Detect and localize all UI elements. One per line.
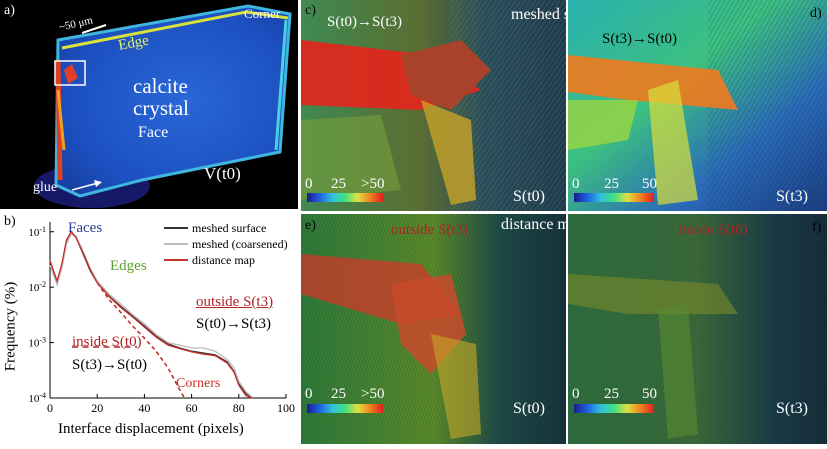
panel-f-colorbar: [574, 404, 654, 413]
legend: meshed surface meshed (coarsened) distan…: [164, 220, 288, 268]
panel-f-tick-0: 0: [572, 386, 580, 402]
panel-b-histogram: 0 20 40 60 80 100 10-1 10-2 10-3 10-4 b) Faces Ed…: [0, 212, 298, 444]
corner-label: Corner: [244, 6, 281, 21]
legend-item-distance: distance map: [164, 252, 288, 268]
legend-label-coarsened: meshed (coarsened): [192, 236, 288, 251]
y-tick-label: 10-4: [28, 391, 46, 405]
panel-f-letter: f): [812, 220, 822, 235]
zoom-box: [54, 60, 86, 86]
panel-d-meshed-t3: d) S(t3)→S(t0) 0 25 50 S(t3): [568, 0, 827, 211]
y-tick-label: 10-1: [28, 225, 46, 239]
panel-c-surface: S(t0): [513, 188, 545, 205]
panel-d-render: [568, 0, 827, 211]
x-tick-label: 0: [47, 401, 53, 415]
crystal-label-1: calcite: [133, 74, 188, 98]
outside-dir-label: S(t0)→S(t3): [196, 316, 271, 332]
series-line-1: [49, 233, 254, 399]
crystal-edge-left: [55, 59, 63, 181]
panel-d-transition: S(t3)→S(t0): [602, 31, 677, 47]
panel-e-distance-t0: e) outside S(t3) distance map 0 25 >50 S…: [301, 214, 566, 444]
panel-c-colorbar: [307, 193, 383, 202]
panel-f-surface: S(t3): [776, 400, 808, 417]
x-tick-label: 60: [186, 401, 198, 415]
series-line-2: [49, 230, 254, 399]
panel-d-surface: S(t3): [776, 188, 808, 205]
crystal-edge-top: [61, 10, 289, 50]
x-tick-label: 20: [91, 401, 103, 415]
panel-e-letter: e): [305, 218, 316, 233]
x-tick-label: 40: [138, 401, 150, 415]
panel-c-render: [301, 0, 566, 211]
face-label: Face: [138, 124, 169, 141]
panel-e-tick-2: >50: [361, 386, 385, 402]
y-tick-label: 10-3: [28, 336, 46, 350]
panel-c-transition: S(t0)→S(t3): [327, 14, 402, 30]
panel-f-tick-1: 25: [604, 386, 619, 402]
x-tick-label: 80: [233, 401, 245, 415]
corners-label: Corners: [176, 376, 221, 391]
x-tick-label: 100: [277, 401, 295, 415]
crystal-body: [54, 4, 292, 198]
scale-bar: [81, 24, 107, 34]
edges-label: Edges: [110, 258, 147, 274]
panel-c-tick-1: 25: [331, 176, 346, 192]
panel-f-distance-t3: f) inside S(t0) 0 25 50 S(t3): [568, 214, 827, 444]
panel-c-meshed-t0: c) S(t0)→S(t3) meshed surface (coarsened…: [301, 0, 566, 211]
panel-ef-title: distance map: [501, 216, 566, 233]
outside-label: outside S(t3): [196, 294, 274, 310]
histogram-chart: 0 20 40 60 80 100 10-1 10-2 10-3 10-4: [28, 222, 295, 415]
panel-e-tick-0: 0: [305, 386, 313, 402]
crystal-label-2: crystal: [133, 96, 189, 120]
panel-c-letter: c): [305, 3, 316, 18]
panel-c-tick-2: >50: [361, 176, 385, 192]
panel-d-tick-0: 0: [572, 176, 580, 192]
volume-label: V(t0): [204, 164, 241, 183]
legend-label-meshed: meshed surface: [192, 220, 267, 235]
legend-item-meshed: meshed surface: [164, 220, 288, 236]
panel-cd-title: meshed surface (coarsened ×100): [511, 6, 566, 23]
faces-label: Faces: [68, 220, 103, 236]
panel-d-colorbar: [574, 193, 654, 202]
panel-a-letter: a): [4, 3, 15, 18]
panel-b-letter: b): [4, 214, 16, 229]
panel-e-colorbar: [307, 404, 383, 413]
glue-label: glue: [33, 180, 58, 195]
panel-d-tick-1: 25: [604, 176, 619, 192]
panel-f-inside: inside S(t0): [678, 222, 748, 238]
panel-d-tick-2: 50: [642, 176, 657, 192]
panel-c-tick-0: 0: [305, 176, 313, 192]
panel-a-crystal: a) Corner ~50 μm Edge calcite crystal Fa…: [0, 0, 298, 209]
x-axis-label: Interface displacement (pixels): [58, 421, 244, 437]
legend-item-coarsened: meshed (coarsened): [164, 236, 288, 252]
panel-e-tick-1: 25: [331, 386, 346, 402]
y-tick-label: 10-2: [28, 280, 46, 294]
inside-dir-label: S(t3)→S(t0): [72, 357, 147, 373]
panel-f-tick-2: 50: [642, 386, 657, 402]
panel-e-surface: S(t0): [513, 400, 545, 417]
legend-label-distance: distance map: [192, 252, 255, 267]
inside-label: inside S(t0): [72, 334, 142, 350]
crystal-render: [34, 4, 292, 208]
panel-e-outside: outside S(t3): [391, 222, 469, 238]
panel-d-letter: d): [810, 6, 822, 21]
series-line-3: [96, 282, 186, 399]
y-axis-label: Frequency (%): [2, 281, 19, 372]
